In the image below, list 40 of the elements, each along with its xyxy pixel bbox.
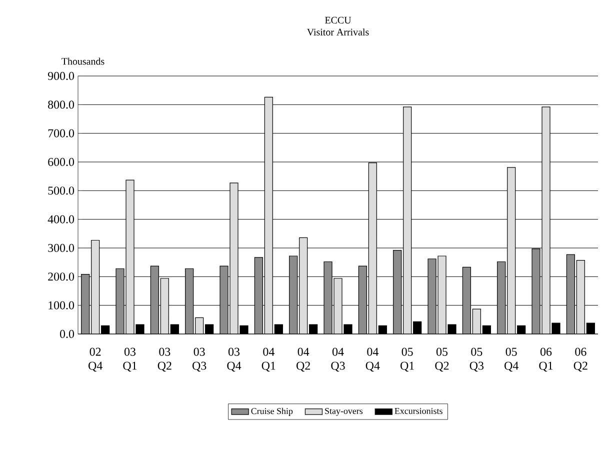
bar (160, 278, 169, 334)
x-tick-label: 05 Q4 (504, 348, 518, 372)
chart-subtitle: Visitor Arrivals (307, 28, 369, 36)
x-tick-label: 03 Q4 (227, 348, 242, 372)
legend-label: Cruise Ship (251, 408, 293, 416)
bar (507, 167, 516, 334)
y-tick-label: 500.0 (48, 186, 74, 195)
legend-label: Stay-overs (325, 408, 363, 416)
x-tick-label: 03 Q2 (158, 348, 172, 372)
bar (403, 106, 412, 334)
y-tick-label: 300.0 (48, 244, 74, 252)
x-tick-label: 03 Q1 (123, 348, 137, 372)
x-tick-label: 04 Q1 (262, 348, 276, 372)
y-tick-label: 700.0 (48, 129, 74, 138)
y-tick-label: 900.0 (48, 72, 74, 80)
chart-title: ECCU (325, 16, 352, 24)
x-tick-label: 05 Q3 (470, 348, 484, 372)
y-tick-label: 0.0 (60, 330, 74, 338)
bar (472, 308, 481, 334)
y-tick-label: 800.0 (48, 100, 74, 109)
x-tick-label: 05 Q1 (400, 348, 414, 372)
x-tick-label: 04 Q4 (366, 348, 380, 372)
bar (576, 260, 585, 334)
x-tick-label: 06 Q1 (539, 348, 553, 372)
bar (264, 96, 273, 334)
y-axis-title: Thousands (62, 58, 104, 65)
y-tick-label: 400.0 (48, 215, 74, 224)
bar (91, 240, 100, 334)
bar (368, 162, 377, 334)
x-tick-label: 06 Q2 (574, 348, 588, 372)
x-tick-label: 02 Q4 (88, 348, 102, 372)
y-tick-label: 600.0 (48, 158, 74, 166)
legend-label: Excursionists (394, 408, 442, 414)
y-tick-label: 200.0 (48, 272, 74, 281)
y-tick-label: 100.0 (48, 301, 74, 310)
x-tick-label: 03 Q3 (192, 348, 206, 372)
x-tick-label: 04 Q3 (331, 348, 345, 372)
x-tick-label: 04 Q2 (296, 348, 310, 372)
bar (299, 237, 308, 334)
x-tick-label: 05 Q2 (435, 348, 449, 372)
